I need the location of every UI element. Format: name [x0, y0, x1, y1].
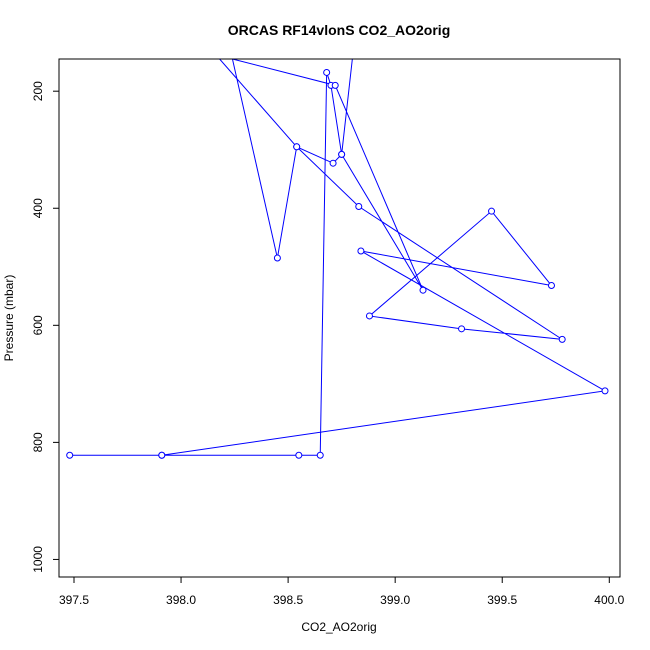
y-tick-label: 1000	[31, 546, 45, 573]
data-point	[323, 68, 331, 76]
x-tick-label: 398.0	[166, 593, 196, 607]
data-point	[558, 335, 566, 343]
y-tick-label: 400	[31, 198, 45, 218]
y-tick-label: 200	[31, 81, 45, 101]
y-axis: 200 400 600 800 1000	[31, 81, 59, 573]
x-tick-label: 399.5	[487, 593, 517, 607]
data-point	[295, 451, 303, 459]
data-point	[365, 312, 373, 320]
data-point	[357, 247, 365, 255]
data-point	[293, 143, 301, 151]
series-line	[69, 59, 607, 456]
plot-area	[66, 59, 609, 459]
data-point	[419, 286, 427, 294]
x-axis-label: CO2_AO2orig	[301, 620, 376, 634]
y-axis-label: Pressure (mbar)	[2, 275, 16, 362]
data-point	[338, 150, 346, 158]
data-point	[355, 203, 363, 210]
data-point	[331, 81, 339, 89]
data-point	[158, 451, 166, 459]
x-tick-label: 399.0	[380, 593, 410, 607]
x-axis: 397.5 398.0 398.5 399.0 399.5 400.0	[59, 577, 625, 607]
data-point	[601, 387, 609, 395]
data-point	[488, 207, 496, 215]
y-tick-label: 800	[31, 432, 45, 452]
chart-title: ORCAS RF14vlonS CO2_AO2orig	[228, 22, 451, 38]
x-tick-label: 398.5	[273, 593, 303, 607]
x-tick-label: 400.0	[594, 593, 624, 607]
data-point	[547, 282, 555, 290]
data-point	[316, 451, 324, 459]
data-point	[458, 325, 466, 333]
x-tick-label: 397.5	[59, 593, 89, 607]
plot-frame	[58, 58, 621, 578]
y-tick-label: 600	[31, 315, 45, 335]
data-point	[329, 159, 337, 167]
data-point	[66, 451, 74, 459]
data-point	[273, 254, 281, 262]
